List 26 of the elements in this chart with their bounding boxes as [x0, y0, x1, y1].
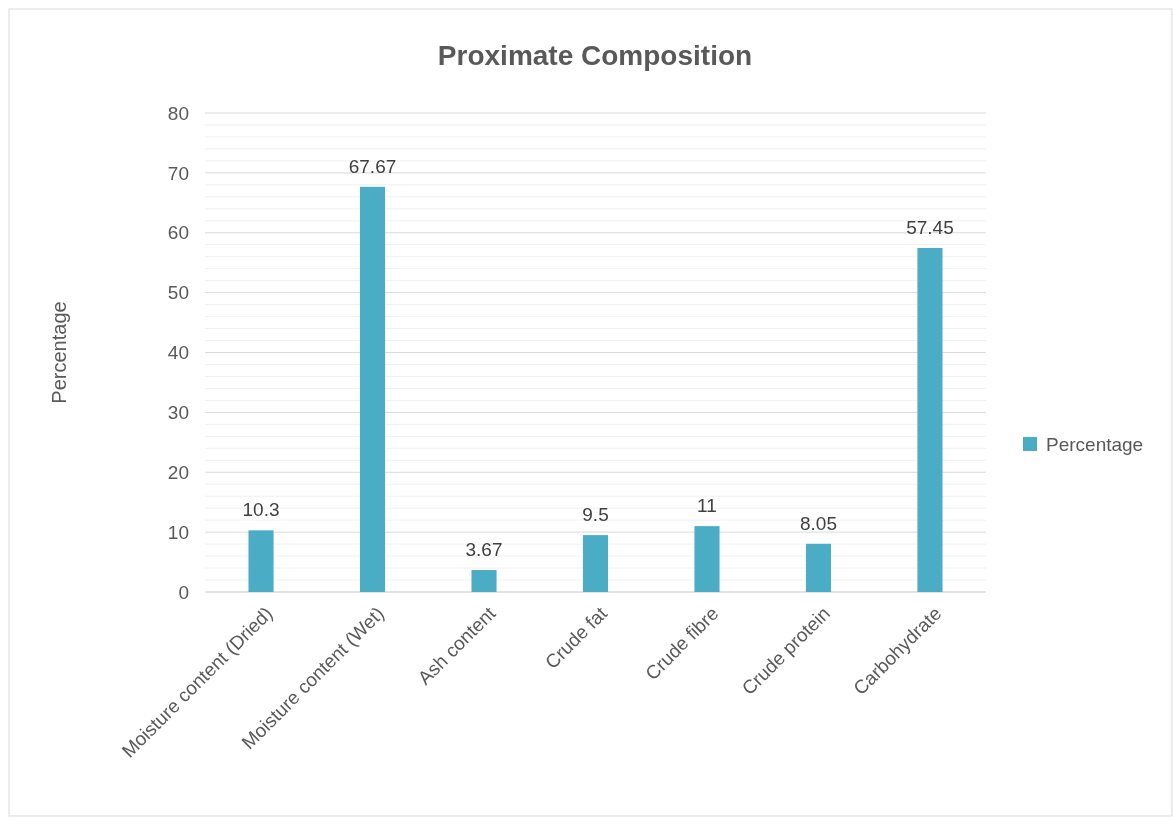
data-label: 67.67 [348, 155, 397, 177]
bar [248, 530, 274, 592]
y-tick-label: 10 [167, 521, 189, 543]
bar [582, 535, 609, 592]
data-label: 11 [697, 495, 717, 517]
chart-title: Proximate Composition [437, 40, 753, 71]
bar [359, 186, 386, 592]
bar [805, 543, 832, 592]
bar [471, 570, 497, 592]
y-tick-label: 60 [167, 222, 189, 244]
y-tick-label: 70 [167, 162, 189, 184]
y-tick-label: 0 [178, 581, 189, 603]
y-tick-label: 20 [167, 461, 189, 483]
y-tick-label: 50 [167, 282, 189, 304]
data-label: 9.5 [582, 504, 609, 526]
y-axis-title: Percentage [48, 301, 70, 404]
data-label: 8.05 [799, 512, 837, 534]
bar [694, 526, 720, 592]
legend-label: Percentage [1046, 433, 1144, 455]
y-tick-label: 40 [167, 342, 189, 364]
bar [917, 248, 943, 592]
y-tick-label: 80 [167, 102, 189, 124]
y-tick-label: 30 [167, 402, 189, 424]
data-label: 3.67 [465, 539, 503, 561]
data-label: 57.45 [906, 217, 954, 239]
data-label: 10.3 [242, 499, 280, 521]
